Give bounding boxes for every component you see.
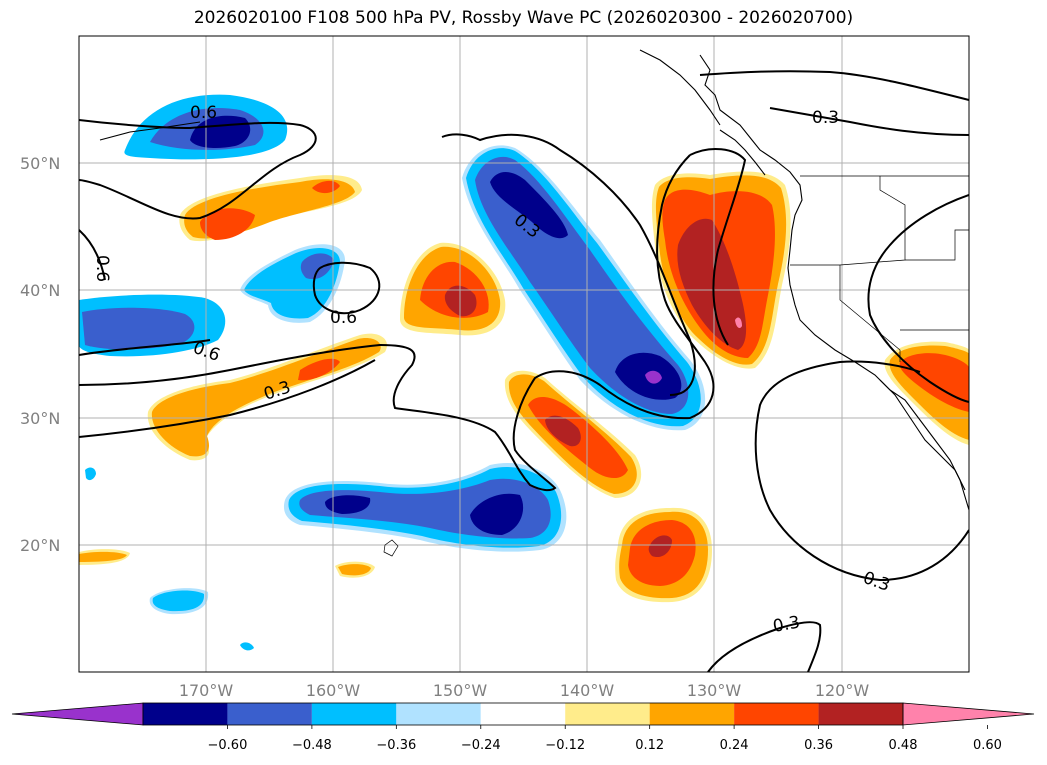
positive-anomaly-region xyxy=(735,317,742,328)
colorbar-segment xyxy=(649,703,735,725)
positive-anomaly-region xyxy=(899,353,969,412)
negative-anomaly-region xyxy=(152,590,205,612)
island-coastline xyxy=(719,129,766,176)
colorbar-segment xyxy=(227,703,312,725)
colorbar-extension-max xyxy=(902,702,1035,726)
negative-anomaly-region xyxy=(85,467,96,481)
contour-label: 0.3 xyxy=(812,108,839,128)
contour-line xyxy=(707,621,822,672)
negative-anomaly-region xyxy=(475,156,689,414)
negative-anomaly-region xyxy=(645,370,662,384)
colorbar-frame xyxy=(142,702,904,726)
state-borders xyxy=(905,229,969,261)
contour-line xyxy=(699,70,969,101)
positive-anomaly-region xyxy=(444,285,477,317)
plot-frame xyxy=(78,35,970,673)
colorbar-tick-label: 0.12 xyxy=(635,738,664,753)
contour-label: 0.3 xyxy=(771,613,801,637)
baja-california-coastline xyxy=(879,379,966,491)
contour-label: 0.6 xyxy=(330,308,357,328)
state-borders xyxy=(790,176,906,266)
positive-anomaly-region xyxy=(298,358,340,381)
colorbar-tick-label: −0.24 xyxy=(461,738,501,753)
positive-anomaly-region xyxy=(648,535,672,558)
coastlines xyxy=(99,49,969,511)
contour-line xyxy=(769,107,969,136)
positive-anomaly-region xyxy=(545,415,581,447)
gridlines xyxy=(79,36,969,672)
colorbar-tick-label: 0.48 xyxy=(889,738,918,753)
negative-anomaly-region xyxy=(325,495,371,514)
colorbar-tick-label: −0.36 xyxy=(376,738,416,753)
longitude-label: 140°W xyxy=(560,681,615,700)
contour-label: 0.6 xyxy=(92,255,112,282)
pv-anomaly-fills xyxy=(79,94,969,651)
contour-line xyxy=(312,261,381,315)
colorbar: −0.60 −0.48 −0.36 −0.24 −0.12 0.12 0.24 0.36 0.4… xyxy=(11,702,1035,753)
longitude-label: 160°W xyxy=(306,681,361,700)
rossby-wave-contours xyxy=(79,70,969,672)
colorbar-tick-label: −0.48 xyxy=(292,738,332,753)
hawaii-islands xyxy=(383,539,399,557)
longitude-label: 130°W xyxy=(687,681,742,700)
latitude-label: 50°N xyxy=(20,154,60,173)
colorbar-segment xyxy=(311,703,397,725)
latitude-label: 30°N xyxy=(20,409,60,428)
contour-line xyxy=(754,360,969,582)
colorbar-segment xyxy=(818,703,903,725)
positive-anomaly-region xyxy=(338,564,371,576)
contour-line xyxy=(79,359,376,438)
colorbar-extension-min xyxy=(11,702,144,726)
negative-anomaly-region xyxy=(300,253,334,280)
latitude-label: 40°N xyxy=(20,281,60,300)
longitude-label: 150°W xyxy=(433,681,488,700)
colorbar-segment xyxy=(480,703,566,725)
contour-label: 0.6 xyxy=(190,103,217,123)
contour-line xyxy=(441,133,696,396)
negative-anomaly-region xyxy=(82,307,195,350)
colorbar-tick-label: −0.60 xyxy=(208,738,248,753)
colorbar-segment xyxy=(734,703,819,725)
colorbar-segment xyxy=(565,703,650,725)
longitude-label: 170°W xyxy=(179,681,234,700)
colorbar-tick-label: −0.12 xyxy=(545,738,585,753)
negative-anomaly-region xyxy=(240,642,254,651)
contour-line xyxy=(689,148,747,346)
positive-anomaly-region xyxy=(677,218,747,350)
contour-line xyxy=(79,229,106,281)
positive-anomaly-region xyxy=(200,208,255,240)
north-america-coastline xyxy=(699,54,969,511)
colorbar-tick-label: 0.60 xyxy=(973,738,1002,753)
colorbar-segment xyxy=(396,703,481,725)
negative-anomaly-region xyxy=(470,493,524,535)
colorbar-tick-label: 0.36 xyxy=(804,738,833,753)
positive-anomaly-region xyxy=(79,551,127,562)
latitude-label: 20°N xyxy=(20,536,60,555)
colorbar-segment xyxy=(143,703,228,725)
colorbar-tick-label: 0.24 xyxy=(720,738,749,753)
longitude-label: 120°W xyxy=(815,681,870,700)
map-title: 2026020100 F108 500 hPa PV, Rossby Wave … xyxy=(193,8,854,28)
north-america-coastline xyxy=(639,49,721,126)
contour-line xyxy=(79,119,317,220)
contour-line xyxy=(79,339,211,356)
negative-anomaly-region xyxy=(490,171,568,239)
contour-line xyxy=(867,194,969,403)
